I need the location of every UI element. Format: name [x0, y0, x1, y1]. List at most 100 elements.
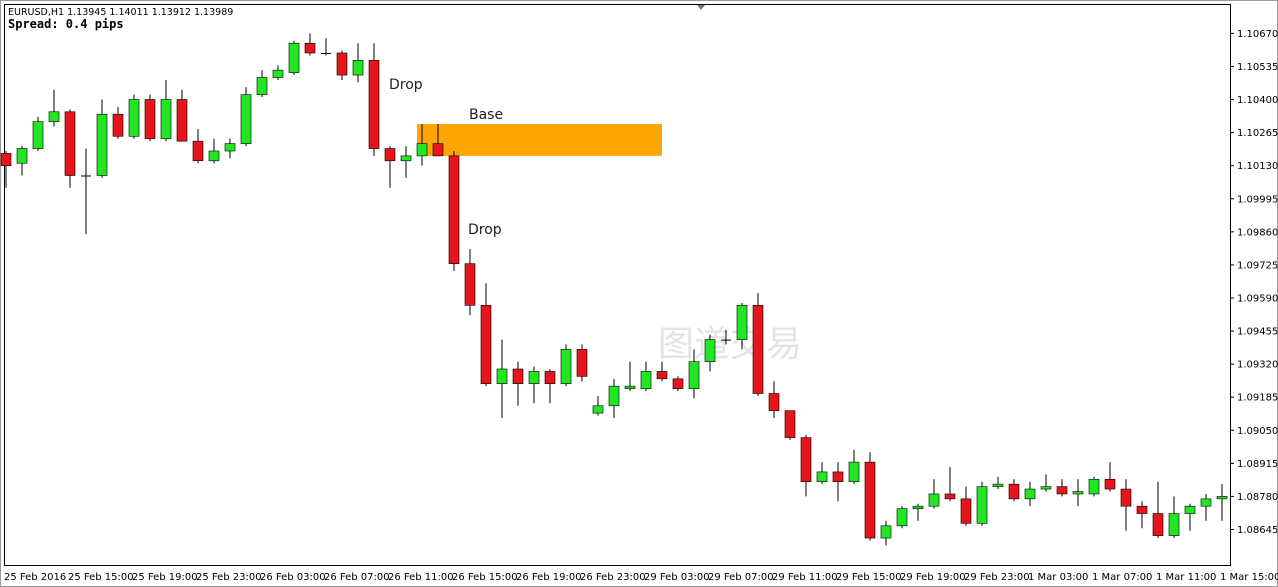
candle-body [576, 349, 588, 377]
x-tick-label: 1 Mar 07:00 [1092, 572, 1152, 583]
candle-body [256, 77, 268, 95]
candle-body [1216, 496, 1228, 500]
candle-body [640, 371, 652, 389]
candle-body [656, 371, 668, 380]
y-tick-label: 1.08915 [1237, 459, 1278, 470]
candle-body [192, 140, 204, 162]
candle-body [288, 42, 300, 73]
candle-body [352, 60, 364, 76]
candle-body [1184, 505, 1196, 514]
candle-body [272, 69, 284, 78]
annotation: Drop [468, 222, 502, 238]
x-tick-label: 1 Mar 15:00 [1220, 572, 1278, 583]
candle-body [784, 410, 796, 438]
candle-body [624, 385, 636, 389]
y-tick-label: 1.09320 [1237, 360, 1278, 371]
candle-body [0, 153, 12, 166]
y-tick-label: 1.10400 [1237, 95, 1278, 106]
x-tick-label: 25 Feb 23:00 [196, 572, 262, 583]
candle-body [496, 368, 508, 385]
y-tick-label: 1.09725 [1237, 260, 1278, 271]
x-tick-label: 29 Feb 23:00 [964, 572, 1030, 583]
candle-body [512, 368, 524, 385]
y-tick-label: 1.09185 [1237, 393, 1278, 404]
x-tick-label: 26 Feb 03:00 [260, 572, 326, 583]
candle-body [688, 361, 700, 389]
y-tick-label: 1.08780 [1237, 492, 1278, 503]
candle-body [944, 493, 956, 500]
candle-body [752, 305, 764, 394]
candle-body [992, 483, 1004, 487]
y-tick-label: 1.09590 [1237, 293, 1278, 304]
y-tick-label: 1.08645 [1237, 525, 1278, 536]
shift-marker [697, 5, 705, 10]
y-tick-label: 1.09455 [1237, 327, 1278, 338]
candle-body [208, 150, 220, 162]
candle-body [928, 493, 940, 507]
y-tick-label: 1.09995 [1237, 194, 1278, 205]
candle-body [672, 378, 684, 389]
candle-body [416, 143, 428, 157]
candle-body [96, 113, 108, 176]
candle-body [608, 385, 620, 407]
candle-body [864, 461, 876, 539]
x-tick-label: 29 Feb 19:00 [900, 572, 966, 583]
watermark: 图道交易 [658, 324, 802, 365]
symbol-info: EURUSD,H1 1.13945 1.14011 1.13912 1.1398… [8, 7, 233, 18]
y-tick-label: 1.10265 [1237, 128, 1278, 139]
annotation: Drop [389, 77, 423, 93]
candle-body [560, 349, 572, 385]
y-tick-label: 1.09050 [1237, 426, 1278, 437]
candle-body [336, 52, 348, 76]
candle-body [592, 405, 604, 414]
candle-body [224, 143, 236, 152]
x-tick-label: 29 Feb 07:00 [708, 572, 774, 583]
candle-body [1120, 488, 1132, 507]
candle-body [1200, 498, 1212, 507]
candle-body [1056, 486, 1068, 495]
candle-body [160, 99, 172, 140]
y-tick-label: 1.10130 [1237, 161, 1278, 172]
candle-body [1088, 478, 1100, 495]
x-tick-label: 26 Feb 11:00 [388, 572, 454, 583]
candle-body [480, 305, 492, 385]
candle-body [368, 60, 380, 149]
candle-body [240, 94, 252, 144]
y-tick-label: 1.10670 [1237, 29, 1278, 40]
candle-body [304, 42, 316, 54]
candle-body [384, 148, 396, 162]
candle-body [81, 175, 91, 177]
candle-body [1136, 505, 1148, 514]
x-tick-label: 1 Mar 11:00 [1156, 572, 1216, 583]
candle-body [16, 148, 28, 164]
candle-body [1008, 483, 1020, 500]
spread-info: Spread: 0.4 pips [8, 17, 124, 31]
x-tick-label: 25 Feb 19:00 [132, 572, 198, 583]
candle-body [721, 339, 731, 341]
y-tick-label: 1.09860 [1237, 227, 1278, 238]
x-tick-label: 29 Feb 11:00 [772, 572, 838, 583]
candle-body [128, 99, 140, 137]
x-tick-label: 1 Mar 03:00 [1028, 572, 1088, 583]
candle-body [1024, 488, 1036, 500]
candle-body [321, 52, 331, 54]
candle-body [848, 461, 860, 483]
candle-body [400, 155, 412, 162]
candle-body [1040, 486, 1052, 490]
candle-body [960, 498, 972, 524]
candle-body [1152, 513, 1164, 536]
candle-body [1104, 478, 1116, 490]
base-zone [417, 124, 662, 156]
zone-label: Base [469, 107, 503, 123]
candle-body [800, 437, 812, 483]
candle-body [1168, 513, 1180, 536]
candle-body [64, 111, 76, 176]
candle-body [832, 471, 844, 483]
y-tick-label: 1.10535 [1237, 62, 1278, 73]
candle-body [816, 471, 828, 483]
candle-body [544, 371, 556, 385]
candle-body [896, 508, 908, 527]
candle-body [464, 263, 476, 306]
candle-body [736, 305, 748, 340]
